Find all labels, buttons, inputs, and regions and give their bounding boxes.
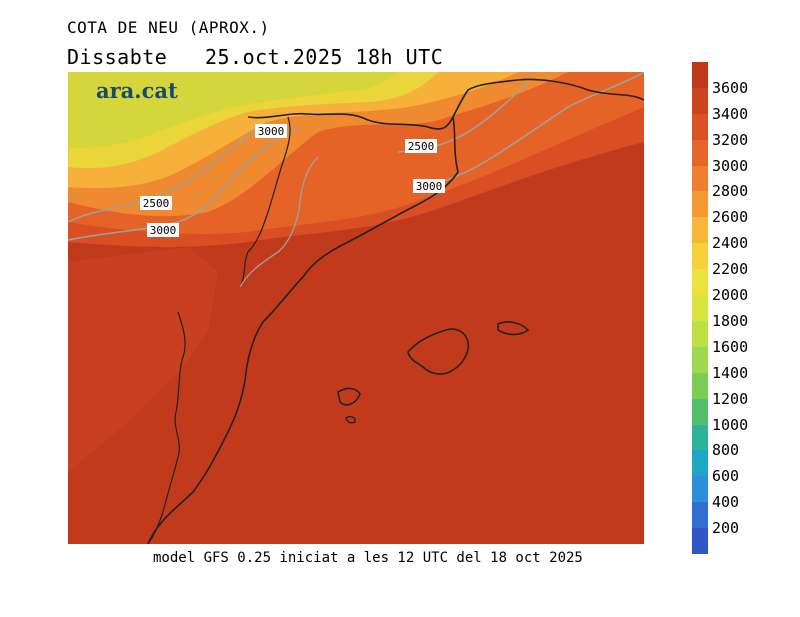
aragon-border	[239, 116, 291, 288]
colorbar-segment	[692, 398, 708, 426]
colorbar-segment	[692, 62, 708, 89]
colorbar-tick-label: 2400	[712, 234, 749, 253]
colorbar-segment	[692, 217, 708, 244]
island-formentera	[345, 415, 356, 424]
ebro-river	[239, 156, 319, 288]
valencia-border	[147, 311, 186, 544]
colorbar-segment	[692, 165, 708, 192]
chart-subtitle: Dissabte 25.oct.2025 18h UTC	[67, 45, 444, 69]
colorbar-tick-label: 2000	[712, 286, 749, 305]
colorbar-tick-label: 400	[712, 493, 740, 512]
colorbar-tick-label: 1400	[712, 363, 749, 382]
contour-2500-west	[68, 121, 269, 223]
colorbar-segment	[692, 320, 708, 348]
ara-cat-logo: ara.cat	[96, 78, 178, 103]
colorbar-segment	[692, 139, 708, 167]
colorbar-tick-label: 3400	[712, 104, 749, 123]
colorbar-segment	[692, 295, 708, 322]
colorbar-tick-label: 600	[712, 467, 740, 486]
pyrenees-border	[247, 78, 644, 130]
colorbar-tick-label: 2800	[712, 182, 749, 201]
colorbar-segment	[692, 502, 708, 529]
colorbar-tick-label: 3600	[712, 78, 749, 97]
catalonia-coast	[147, 116, 459, 544]
colorbar-segment	[692, 372, 708, 400]
field-yellow-green	[68, 72, 398, 148]
colorbar-tick-label: 3000	[712, 156, 749, 175]
colorbar-segment	[692, 528, 708, 555]
contour-3000-east	[417, 72, 644, 188]
contour-label: 3000	[150, 224, 177, 237]
colorbar-tick-label: 1200	[712, 389, 749, 408]
colorbar-tick-label: 200	[712, 519, 740, 538]
colorbar-labels: 3600 3400 3200 3000 2800 2600 2400 2200 2000 1800…	[712, 62, 792, 554]
contour-3000-west	[68, 126, 299, 241]
field-left-zone	[68, 247, 218, 472]
colorbar-segment	[692, 87, 708, 115]
island-eivissa	[337, 387, 361, 406]
colorbar-segment	[692, 191, 708, 218]
colorbar-tick-label: 1600	[712, 337, 749, 356]
colorbar-segment	[692, 269, 708, 296]
contour-label: 2500	[408, 140, 435, 153]
chart-title: COTA DE NEU (APROX.)	[67, 18, 270, 37]
colorbar-segment	[692, 346, 708, 374]
colorbar-tick-label: 3200	[712, 130, 749, 149]
colorbar-tick-label: 2200	[712, 260, 749, 279]
contour-label: 2500	[143, 197, 170, 210]
colorbar-segment	[692, 113, 708, 141]
colorbar-tick-label: 2600	[712, 208, 749, 227]
contour-label-group: 3000 2500 3000 2500 3000	[140, 124, 445, 237]
colorbar	[692, 62, 708, 555]
contour-label: 3000	[258, 125, 285, 138]
colorbar-tick-label: 1800	[712, 311, 749, 330]
model-footer: model GFS 0.25 iniciat a les 12 UTC del …	[153, 550, 583, 566]
colorbar-segment	[692, 476, 708, 503]
island-mallorca	[407, 328, 470, 375]
contour-label: 3000	[416, 180, 443, 193]
colorbar-segment	[692, 450, 708, 477]
colorbar-segment	[692, 243, 708, 270]
colorbar-tick-label: 800	[712, 441, 740, 460]
colorbar-segment	[692, 424, 708, 451]
snow-level-map: ara.cat 3000 2500 3000 2500 3000	[68, 72, 644, 544]
island-menorca	[497, 321, 530, 336]
colorbar-tick-label: 1000	[712, 415, 749, 434]
